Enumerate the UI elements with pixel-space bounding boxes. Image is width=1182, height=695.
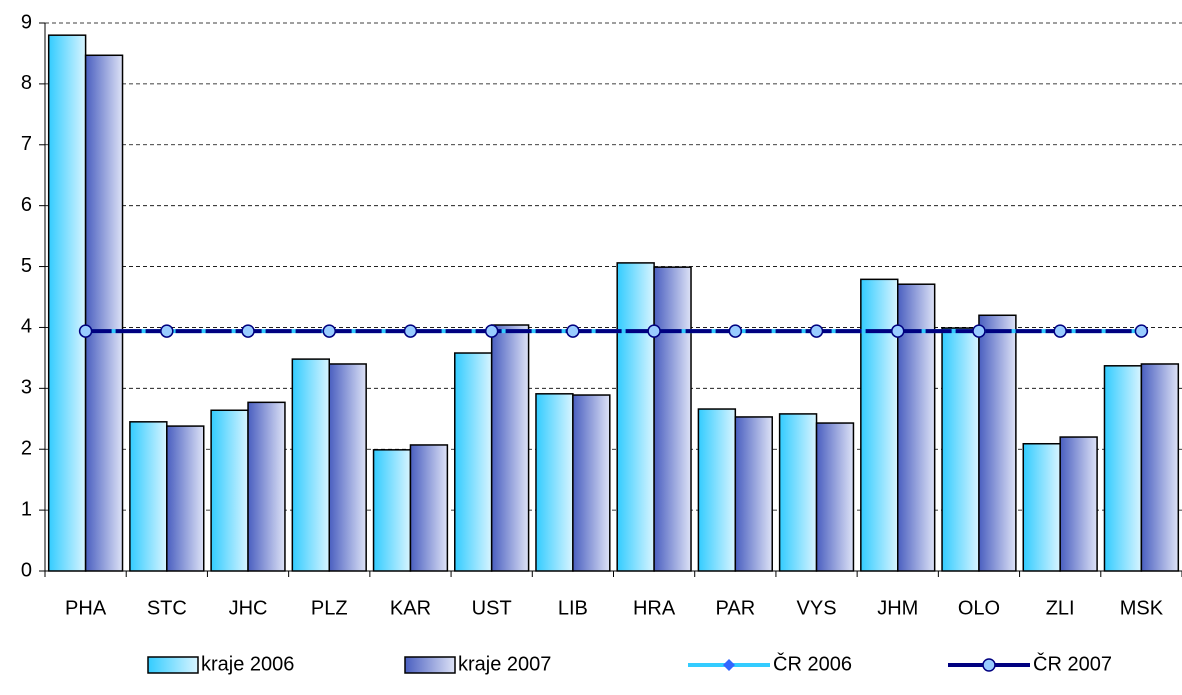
bar bbox=[454, 352, 493, 572]
y-tick-label: 2 bbox=[21, 438, 32, 460]
y-tick-label: 4 bbox=[21, 316, 32, 338]
x-tick-label: PAR bbox=[716, 597, 756, 619]
x-tick-label: OLO bbox=[958, 597, 1000, 619]
marker bbox=[241, 324, 255, 338]
bar bbox=[535, 393, 574, 572]
marker bbox=[647, 324, 661, 338]
x-tick-label: PLZ bbox=[311, 597, 348, 619]
marker bbox=[972, 324, 986, 338]
bar bbox=[328, 363, 367, 572]
bar bbox=[778, 413, 818, 572]
bar bbox=[941, 327, 980, 572]
legend-label: ČR 2007 bbox=[1033, 652, 1112, 675]
legend-marker bbox=[982, 658, 996, 672]
marker bbox=[1134, 324, 1149, 338]
bar bbox=[372, 449, 412, 572]
bar bbox=[653, 266, 692, 572]
x-tick-label: UST bbox=[472, 597, 512, 619]
legend-marker bbox=[723, 659, 735, 671]
legend-label: kraje 2006 bbox=[201, 653, 294, 675]
marker bbox=[809, 324, 824, 338]
x-tick-label: HRA bbox=[633, 597, 676, 619]
marker bbox=[403, 324, 418, 338]
x-tick-label: STC bbox=[147, 597, 187, 619]
bar bbox=[166, 425, 205, 572]
x-tick-label: VYS bbox=[797, 597, 837, 619]
bar bbox=[697, 408, 737, 572]
marker bbox=[891, 324, 905, 338]
bar bbox=[1022, 442, 1061, 572]
bar bbox=[1059, 436, 1098, 572]
bar bbox=[734, 416, 773, 572]
x-tick-label: MSK bbox=[1120, 597, 1164, 619]
bar bbox=[291, 358, 330, 572]
y-tick-label: 1 bbox=[21, 498, 32, 520]
bar bbox=[247, 401, 286, 572]
y-tick-label: 5 bbox=[21, 255, 32, 277]
bar bbox=[860, 278, 899, 572]
y-tick-label: 6 bbox=[21, 194, 32, 216]
bar bbox=[897, 283, 936, 572]
bar bbox=[129, 421, 168, 572]
x-tick-label: ZLI bbox=[1046, 597, 1075, 619]
y-tick-label: 8 bbox=[21, 72, 32, 94]
x-tick-label: JHM bbox=[877, 597, 918, 619]
bar bbox=[1140, 363, 1180, 572]
bar bbox=[47, 34, 87, 572]
bar bbox=[84, 54, 124, 572]
marker bbox=[484, 324, 499, 338]
legend-swatch bbox=[404, 656, 456, 674]
legend-label: kraje 2007 bbox=[458, 653, 551, 675]
marker bbox=[566, 324, 580, 338]
y-tick-label: 9 bbox=[21, 11, 32, 33]
bar bbox=[409, 444, 449, 572]
marker bbox=[160, 324, 174, 338]
marker bbox=[322, 324, 336, 338]
y-tick-label: 7 bbox=[21, 133, 32, 155]
legend-label: ČR 2006 bbox=[773, 652, 852, 675]
x-tick-label: JHC bbox=[229, 597, 268, 619]
bar bbox=[978, 314, 1017, 572]
bar bbox=[815, 422, 855, 572]
marker bbox=[1053, 324, 1067, 338]
legend-swatch bbox=[147, 656, 199, 674]
marker bbox=[78, 324, 93, 338]
bar bbox=[572, 394, 611, 572]
y-tick-label: 3 bbox=[21, 377, 32, 399]
bar bbox=[616, 262, 655, 572]
y-tick-label: 0 bbox=[21, 559, 32, 581]
x-tick-label: LIB bbox=[558, 597, 588, 619]
x-tick-label: KAR bbox=[390, 597, 431, 619]
bar bbox=[210, 409, 249, 572]
bar bbox=[1103, 365, 1143, 572]
marker bbox=[728, 324, 743, 338]
bar bbox=[490, 324, 530, 572]
x-tick-label: PHA bbox=[65, 597, 107, 619]
